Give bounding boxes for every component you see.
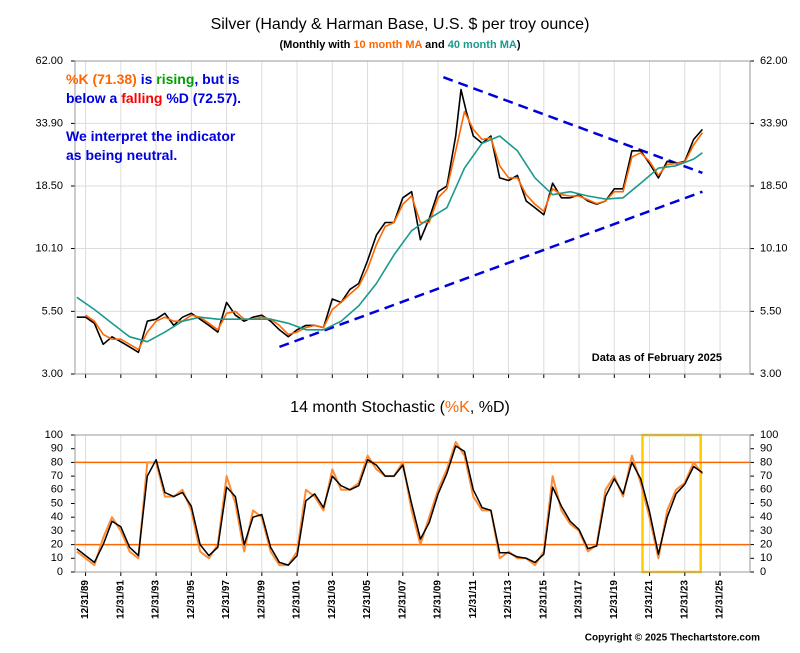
y-tick-label: 5.50 [42, 305, 63, 317]
y-tick-label: 10 [51, 552, 63, 564]
x-tick-label: 12/31/91 [115, 580, 126, 619]
y-tick-label: 5.50 [760, 305, 781, 317]
stochastic-title-part: 14 month Stochastic ( [290, 399, 445, 416]
y-tick-label: 33.90 [760, 117, 788, 129]
x-tick-label: 12/31/03 [327, 580, 338, 619]
x-tick-label: 12/31/23 [679, 580, 690, 619]
x-tick-label: 12/31/21 [644, 580, 655, 619]
copyright: Copyright © 2025 Thechartstore.com [585, 633, 760, 644]
annotation: as being neutral. [66, 147, 177, 163]
plot-frame [74, 60, 751, 375]
y-tick-label: 3.00 [42, 368, 63, 380]
y-tick-label: 40 [51, 511, 63, 523]
x-tick-label: 12/31/15 [538, 580, 549, 619]
y-tick-label: 70 [51, 470, 63, 482]
annotation-part: , but is [194, 71, 239, 87]
data-note: Data as of February 2025 [592, 352, 722, 364]
x-tick-label: 12/31/95 [186, 580, 197, 619]
y-tick-label: 50 [51, 497, 63, 509]
y-tick-label: 20 [760, 539, 772, 551]
chart-subtitle: (Monthly with 10 month MA and 40 month M… [280, 39, 521, 51]
annotation-part: We interpret the indicator [66, 128, 236, 144]
y-tick-label: 30 [51, 525, 63, 537]
x-tick-label: 12/31/25 [715, 580, 726, 619]
y-tick-label: 18.50 [35, 180, 63, 192]
chart-subtitle-part: ) [517, 39, 521, 51]
chart-subtitle-part: (Monthly with [280, 39, 354, 51]
x-tick-label: 12/31/07 [397, 580, 408, 619]
x-tick-label: 12/31/89 [80, 580, 91, 619]
y-tick-label: 10.10 [35, 242, 63, 254]
y-tick-label: 60 [51, 484, 63, 496]
x-tick-label: 12/31/19 [609, 580, 620, 619]
x-tick-label: 12/31/99 [256, 580, 267, 619]
y-tick-label: 70 [760, 470, 772, 482]
trend-line [279, 190, 703, 349]
y-tick-label: 20 [51, 539, 63, 551]
annotation-part: below a [66, 90, 121, 106]
y-tick-label: 60 [760, 484, 772, 496]
x-tick-label: 12/31/09 [433, 580, 444, 619]
y-tick-label: 100 [760, 429, 778, 441]
annotation: We interpret the indicator [66, 128, 236, 144]
annotation-part: is [137, 71, 156, 87]
chart-subtitle-part: 10 month MA [353, 39, 422, 51]
y-tick-label: 0 [760, 566, 766, 578]
y-tick-label: 0 [57, 566, 63, 578]
x-tick-label: 12/31/11 [468, 580, 479, 619]
y-tick-label: 3.00 [760, 368, 781, 380]
y-tick-label: 62.00 [760, 55, 788, 67]
x-tick-label: 12/31/13 [503, 580, 514, 619]
annotation-part: %K (71.38) [66, 71, 137, 87]
trend-line [442, 76, 703, 175]
x-tick-label: 12/31/93 [151, 580, 162, 619]
y-tick-label: 40 [760, 511, 772, 523]
y-tick-label: 90 [760, 443, 772, 455]
x-tick-label: 12/31/01 [292, 580, 303, 619]
annotation: %K (71.38) is rising, but is [66, 71, 240, 87]
series-line [76, 445, 703, 566]
y-tick-label: 80 [760, 456, 772, 468]
stochastic-title-part: %K [445, 399, 470, 416]
y-tick-label: 30 [760, 525, 772, 537]
y-tick-label: 50 [760, 497, 772, 509]
x-tick-label: 12/31/17 [574, 580, 585, 619]
annotation-part: rising [156, 71, 194, 87]
annotation-part: falling [121, 90, 162, 106]
y-tick-label: 100 [45, 429, 63, 441]
stochastic-title: 14 month Stochastic (%K, %D) [290, 399, 510, 416]
x-tick-label: 12/31/97 [221, 580, 232, 619]
chart-subtitle-part: and [422, 39, 448, 51]
y-tick-label: 10 [760, 552, 772, 564]
y-tick-label: 62.00 [35, 55, 63, 67]
y-tick-label: 18.50 [760, 180, 788, 192]
y-tick-label: 80 [51, 456, 63, 468]
plot-frame [74, 434, 751, 573]
y-tick-label: 10.10 [760, 242, 788, 254]
annotation: below a falling %D (72.57). [66, 90, 241, 106]
annotation-part: as being neutral. [66, 147, 177, 163]
series-line [85, 110, 704, 351]
series-line [76, 135, 703, 343]
stochastic-title-part: , %D) [470, 399, 510, 416]
x-tick-label: 12/31/05 [362, 580, 373, 619]
chart-title: Silver (Handy & Harman Base, U.S. $ per … [211, 16, 590, 33]
y-tick-label: 90 [51, 443, 63, 455]
annotation-part: %D (72.57). [162, 90, 241, 106]
y-tick-label: 33.90 [35, 117, 63, 129]
chart-subtitle-part: 40 month MA [448, 39, 517, 51]
